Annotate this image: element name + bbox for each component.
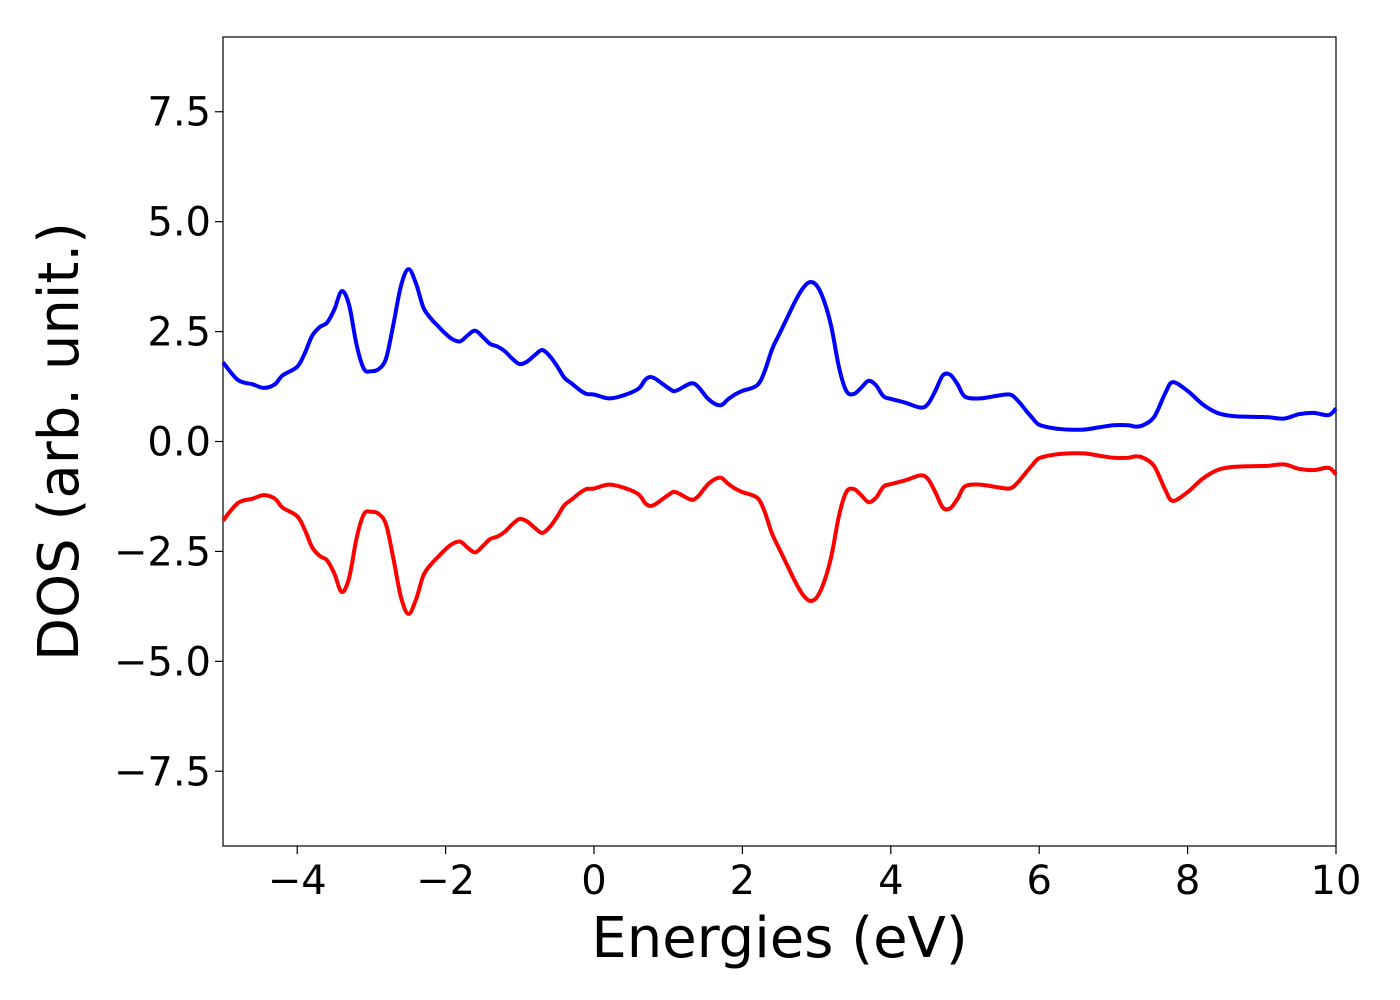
x-tick-label: 8 — [1175, 858, 1200, 904]
y-tick-label: 7.5 — [147, 90, 211, 136]
x-tick-label: 4 — [878, 858, 903, 904]
dos-spin-up-line — [221, 267, 1338, 432]
x-axis-label: Energies (eV) — [591, 906, 967, 971]
x-tick-label: 0 — [581, 858, 606, 904]
x-tick-label: 6 — [1026, 858, 1051, 904]
y-tick-label: 5.0 — [147, 200, 211, 246]
dos-spin-down-line — [221, 451, 1338, 616]
y-tick-label: −5.0 — [114, 639, 211, 685]
y-tick-label: 2.5 — [147, 310, 211, 356]
y-axis-label: DOS (arb. unit.) — [27, 222, 92, 661]
x-tick-label: 10 — [1311, 858, 1362, 904]
x-tick-label: −4 — [268, 858, 327, 904]
y-tick-label: −7.5 — [114, 749, 211, 795]
y-tick-label: −2.5 — [114, 529, 211, 575]
y-axis-ticks: 7.5 5.0 2.5 0.0 −2.5 −5.0 −7.5 — [114, 90, 223, 795]
x-tick-label: −2 — [416, 858, 475, 904]
x-axis-ticks: −4 −2 0 2 4 6 8 10 — [268, 846, 1362, 904]
x-tick-label: 2 — [730, 858, 755, 904]
series-layer — [221, 267, 1338, 616]
y-tick-label: 0.0 — [147, 420, 211, 466]
